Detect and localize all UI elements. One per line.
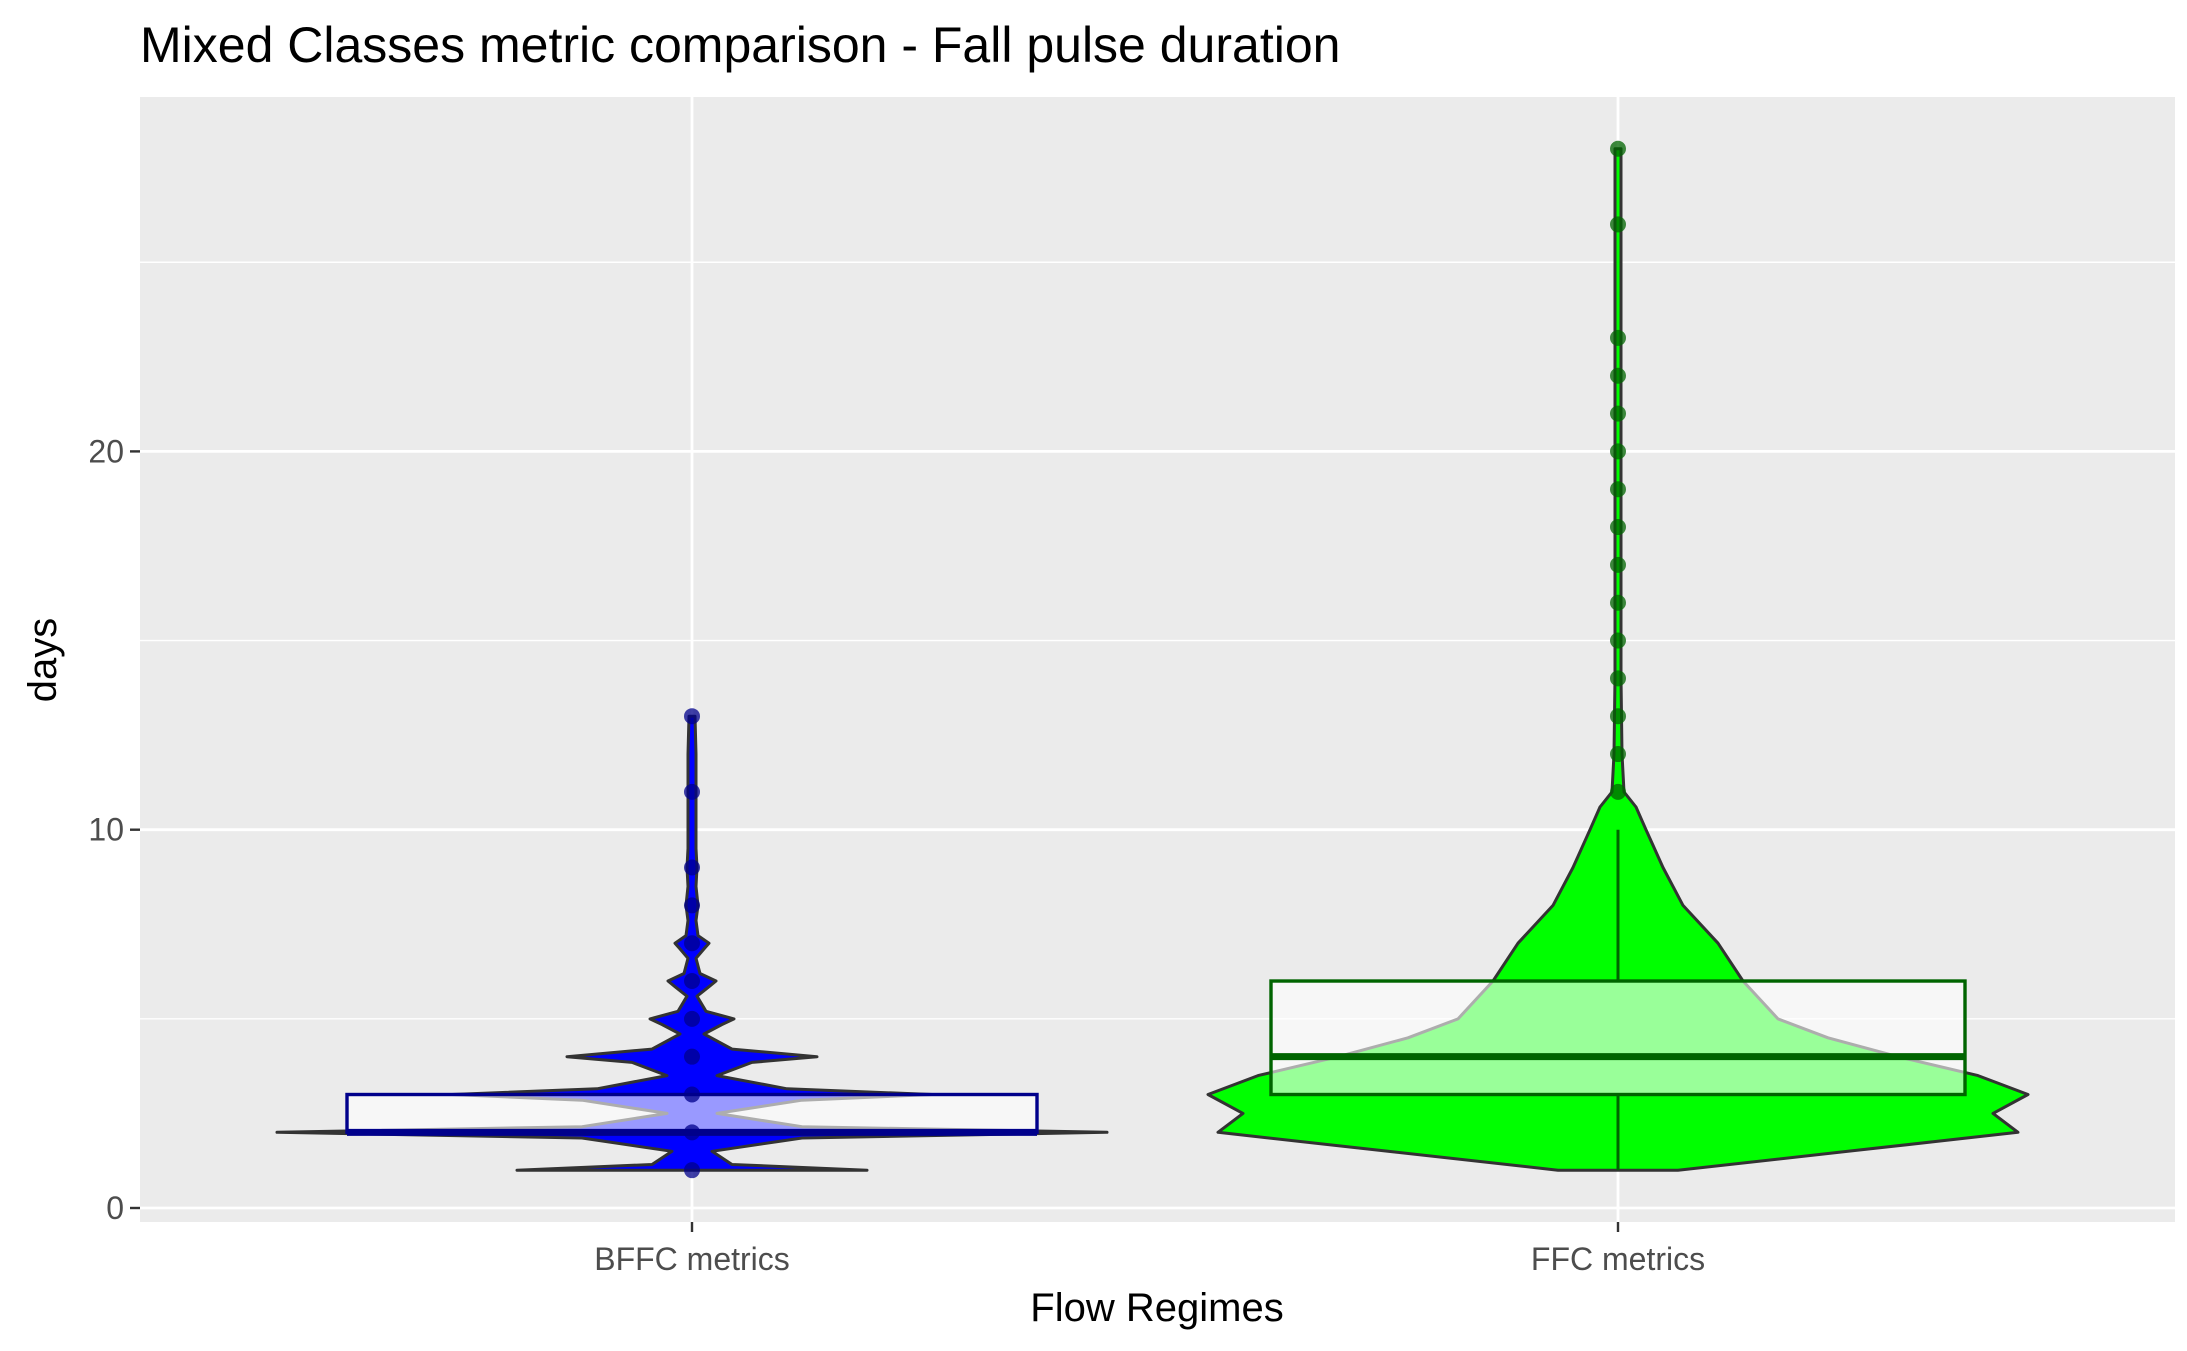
data-point-ffc (1610, 140, 1626, 157)
data-point-bffc (684, 1048, 700, 1065)
data-point-bffc (684, 1124, 700, 1141)
data-point-ffc (1610, 367, 1626, 384)
data-point-ffc (1610, 481, 1626, 498)
data-point-ffc (1610, 329, 1626, 346)
data-point-bffc (684, 859, 700, 876)
data-point-ffc (1610, 783, 1626, 800)
data-point-ffc (1610, 594, 1626, 611)
data-point-bffc (684, 783, 700, 800)
y-axis-title: days (21, 618, 65, 703)
data-point-bffc (684, 973, 700, 990)
data-point-ffc (1610, 443, 1626, 460)
chart-title: Mixed Classes metric comparison - Fall p… (140, 17, 1340, 73)
x-axis-title: Flow Regimes (1030, 1286, 1283, 1330)
data-point-ffc (1610, 708, 1626, 725)
data-point-ffc (1610, 519, 1626, 536)
x-tick-label: FFC metrics (1531, 1241, 1705, 1277)
x-tick-label: BFFC metrics (594, 1241, 790, 1277)
data-point-bffc (684, 1010, 700, 1027)
data-point-ffc (1610, 405, 1626, 422)
data-point-ffc (1610, 216, 1626, 233)
data-point-bffc (684, 1162, 700, 1179)
y-tick-label: 0 (106, 1190, 124, 1226)
data-point-ffc (1610, 670, 1626, 687)
data-point-bffc (684, 1086, 700, 1103)
data-point-ffc (1610, 746, 1626, 763)
box-ffc (1269, 979, 1967, 1097)
data-point-bffc (684, 897, 700, 914)
data-point-ffc (1610, 632, 1626, 649)
y-tick-label: 10 (88, 812, 124, 848)
data-point-bffc (684, 935, 700, 952)
data-point-ffc (1610, 556, 1626, 573)
data-point-bffc (684, 708, 700, 725)
y-tick-label: 20 (88, 433, 124, 469)
